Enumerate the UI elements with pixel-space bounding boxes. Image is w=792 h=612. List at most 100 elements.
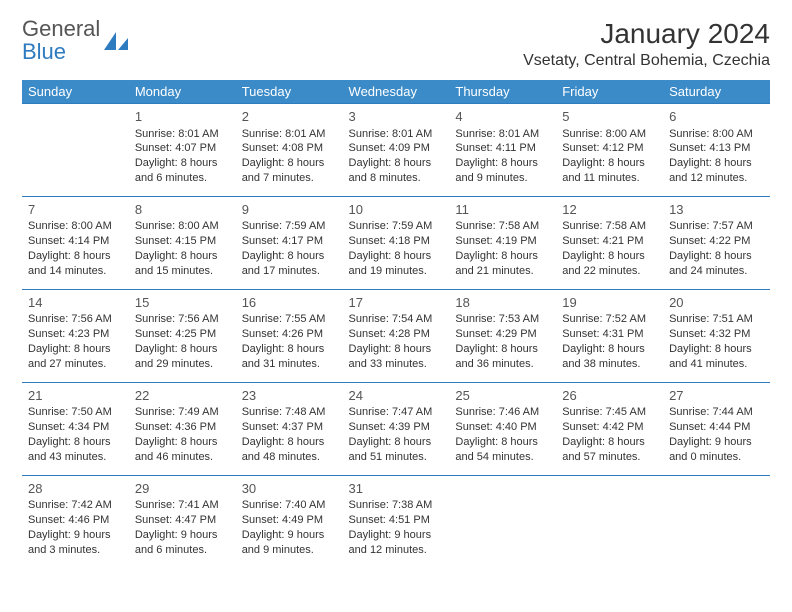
sunrise-line: Sunrise: 8:01 AM (455, 127, 550, 142)
day-cell: 21Sunrise: 7:50 AMSunset: 4:34 PMDayligh… (22, 382, 129, 475)
sunrise-line: Sunrise: 7:58 AM (562, 219, 657, 234)
day-cell: 24Sunrise: 7:47 AMSunset: 4:39 PMDayligh… (343, 382, 450, 475)
sunrise-line: Sunrise: 7:47 AM (349, 405, 444, 420)
sunset-line: Sunset: 4:19 PM (455, 234, 550, 249)
daylight-line: Daylight: 8 hours and 15 minutes. (135, 249, 230, 279)
sunset-line: Sunset: 4:26 PM (242, 327, 337, 342)
sunrise-line: Sunrise: 7:51 AM (669, 312, 764, 327)
daylight-line: Daylight: 8 hours and 36 minutes. (455, 342, 550, 372)
day-cell: 29Sunrise: 7:41 AMSunset: 4:47 PMDayligh… (129, 475, 236, 567)
sunrise-line: Sunrise: 8:00 AM (669, 127, 764, 142)
day-cell: 18Sunrise: 7:53 AMSunset: 4:29 PMDayligh… (449, 289, 556, 382)
day-cell (663, 475, 770, 567)
day-number: 11 (455, 201, 550, 219)
daylight-line: Daylight: 8 hours and 14 minutes. (28, 249, 123, 279)
sunset-line: Sunset: 4:46 PM (28, 513, 123, 528)
daylight-line: Daylight: 8 hours and 48 minutes. (242, 435, 337, 465)
day-cell: 30Sunrise: 7:40 AMSunset: 4:49 PMDayligh… (236, 475, 343, 567)
day-number: 5 (562, 108, 657, 126)
sunset-line: Sunset: 4:47 PM (135, 513, 230, 528)
daylight-line: Daylight: 8 hours and 24 minutes. (669, 249, 764, 279)
sunrise-line: Sunrise: 7:50 AM (28, 405, 123, 420)
sunset-line: Sunset: 4:37 PM (242, 420, 337, 435)
sunset-line: Sunset: 4:09 PM (349, 141, 444, 156)
weekday-header-row: SundayMondayTuesdayWednesdayThursdayFrid… (22, 80, 770, 104)
sunset-line: Sunset: 4:14 PM (28, 234, 123, 249)
day-number: 1 (135, 108, 230, 126)
sunrise-line: Sunrise: 8:01 AM (349, 127, 444, 142)
day-cell: 17Sunrise: 7:54 AMSunset: 4:28 PMDayligh… (343, 289, 450, 382)
weekday-header: Saturday (663, 80, 770, 104)
day-number: 6 (669, 108, 764, 126)
sunset-line: Sunset: 4:25 PM (135, 327, 230, 342)
weekday-header: Friday (556, 80, 663, 104)
sunrise-line: Sunrise: 7:42 AM (28, 498, 123, 513)
sunrise-line: Sunrise: 7:55 AM (242, 312, 337, 327)
sunrise-line: Sunrise: 8:01 AM (242, 127, 337, 142)
sunrise-line: Sunrise: 7:56 AM (28, 312, 123, 327)
sunset-line: Sunset: 4:12 PM (562, 141, 657, 156)
sunset-line: Sunset: 4:49 PM (242, 513, 337, 528)
sunrise-line: Sunrise: 8:01 AM (135, 127, 230, 142)
day-cell: 13Sunrise: 7:57 AMSunset: 4:22 PMDayligh… (663, 196, 770, 289)
sunrise-line: Sunrise: 7:48 AM (242, 405, 337, 420)
day-number: 20 (669, 294, 764, 312)
day-number: 31 (349, 480, 444, 498)
day-number: 24 (349, 387, 444, 405)
day-cell: 27Sunrise: 7:44 AMSunset: 4:44 PMDayligh… (663, 382, 770, 475)
daylight-line: Daylight: 8 hours and 8 minutes. (349, 156, 444, 186)
day-cell: 3Sunrise: 8:01 AMSunset: 4:09 PMDaylight… (343, 104, 450, 197)
location: Vsetaty, Central Bohemia, Czechia (523, 52, 770, 70)
sunset-line: Sunset: 4:13 PM (669, 141, 764, 156)
day-number: 8 (135, 201, 230, 219)
daylight-line: Daylight: 8 hours and 46 minutes. (135, 435, 230, 465)
sunrise-line: Sunrise: 7:41 AM (135, 498, 230, 513)
daylight-line: Daylight: 8 hours and 27 minutes. (28, 342, 123, 372)
day-number: 23 (242, 387, 337, 405)
sunset-line: Sunset: 4:21 PM (562, 234, 657, 249)
day-number: 30 (242, 480, 337, 498)
title-block: January 2024 Vsetaty, Central Bohemia, C… (523, 18, 770, 70)
week-row: 7Sunrise: 8:00 AMSunset: 4:14 PMDaylight… (22, 196, 770, 289)
day-cell: 22Sunrise: 7:49 AMSunset: 4:36 PMDayligh… (129, 382, 236, 475)
daylight-line: Daylight: 8 hours and 33 minutes. (349, 342, 444, 372)
sunrise-line: Sunrise: 7:40 AM (242, 498, 337, 513)
sunrise-line: Sunrise: 7:59 AM (349, 219, 444, 234)
day-cell: 16Sunrise: 7:55 AMSunset: 4:26 PMDayligh… (236, 289, 343, 382)
sunrise-line: Sunrise: 8:00 AM (135, 219, 230, 234)
sunset-line: Sunset: 4:23 PM (28, 327, 123, 342)
day-cell: 11Sunrise: 7:58 AMSunset: 4:19 PMDayligh… (449, 196, 556, 289)
week-row: 28Sunrise: 7:42 AMSunset: 4:46 PMDayligh… (22, 475, 770, 567)
daylight-line: Daylight: 8 hours and 38 minutes. (562, 342, 657, 372)
sunset-line: Sunset: 4:17 PM (242, 234, 337, 249)
day-cell: 7Sunrise: 8:00 AMSunset: 4:14 PMDaylight… (22, 196, 129, 289)
sunset-line: Sunset: 4:31 PM (562, 327, 657, 342)
sunset-line: Sunset: 4:11 PM (455, 141, 550, 156)
sunset-line: Sunset: 4:39 PM (349, 420, 444, 435)
day-number: 2 (242, 108, 337, 126)
brand-word-2: Blue (22, 39, 66, 64)
sunrise-line: Sunrise: 8:00 AM (28, 219, 123, 234)
daylight-line: Daylight: 8 hours and 29 minutes. (135, 342, 230, 372)
daylight-line: Daylight: 8 hours and 7 minutes. (242, 156, 337, 186)
day-cell: 10Sunrise: 7:59 AMSunset: 4:18 PMDayligh… (343, 196, 450, 289)
daylight-line: Daylight: 9 hours and 0 minutes. (669, 435, 764, 465)
sunset-line: Sunset: 4:51 PM (349, 513, 444, 528)
day-number: 15 (135, 294, 230, 312)
sunset-line: Sunset: 4:40 PM (455, 420, 550, 435)
day-number: 9 (242, 201, 337, 219)
day-cell: 12Sunrise: 7:58 AMSunset: 4:21 PMDayligh… (556, 196, 663, 289)
sunrise-line: Sunrise: 7:58 AM (455, 219, 550, 234)
sunset-line: Sunset: 4:36 PM (135, 420, 230, 435)
day-number: 29 (135, 480, 230, 498)
day-cell: 19Sunrise: 7:52 AMSunset: 4:31 PMDayligh… (556, 289, 663, 382)
day-cell: 4Sunrise: 8:01 AMSunset: 4:11 PMDaylight… (449, 104, 556, 197)
daylight-line: Daylight: 9 hours and 3 minutes. (28, 528, 123, 558)
weekday-header: Thursday (449, 80, 556, 104)
sunset-line: Sunset: 4:18 PM (349, 234, 444, 249)
daylight-line: Daylight: 8 hours and 12 minutes. (669, 156, 764, 186)
weekday-header: Monday (129, 80, 236, 104)
day-cell: 23Sunrise: 7:48 AMSunset: 4:37 PMDayligh… (236, 382, 343, 475)
sunrise-line: Sunrise: 7:53 AM (455, 312, 550, 327)
sunrise-line: Sunrise: 7:49 AM (135, 405, 230, 420)
